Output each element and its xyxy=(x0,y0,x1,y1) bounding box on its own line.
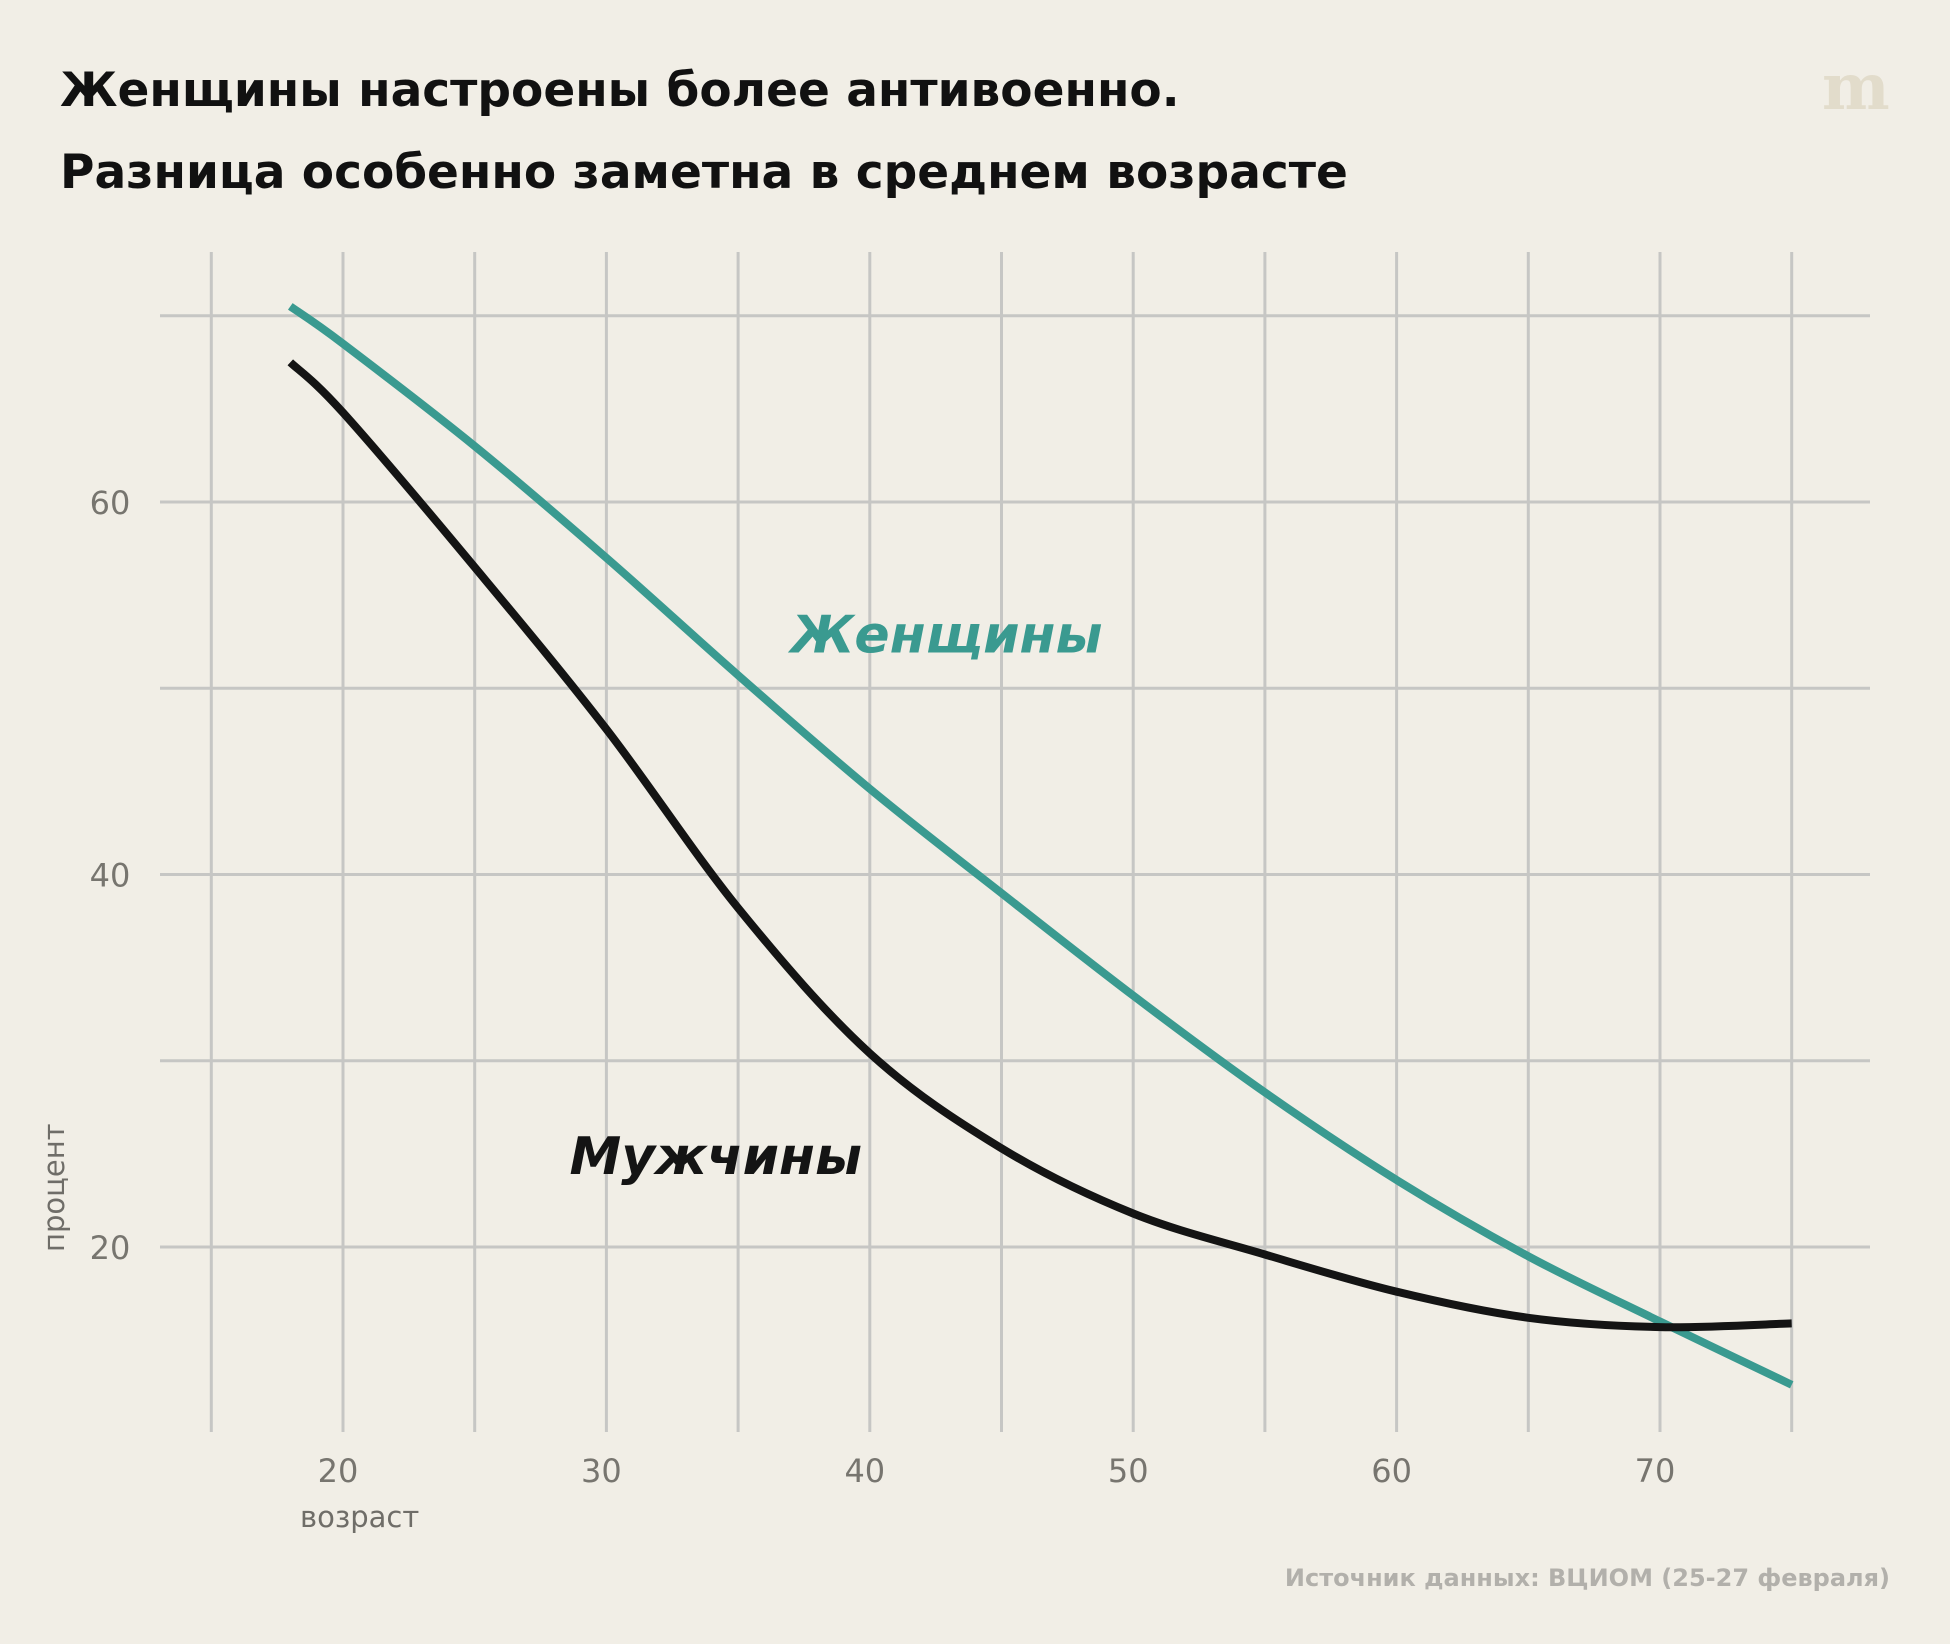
horizontal-gridlines xyxy=(160,314,1870,1249)
brand-logo: m xyxy=(1822,50,1890,125)
x-tick-label-30: 30 xyxy=(581,1452,622,1490)
y-axis-ticks: 20 40 60 xyxy=(90,484,131,1267)
y-tick-label-20: 20 xyxy=(90,1229,131,1267)
chart-title-line-1: Женщины настроены более антивоенно. xyxy=(60,63,1180,118)
x-tick-label-40: 40 xyxy=(844,1452,885,1490)
x-axis-ticks: 20 30 40 50 60 70 xyxy=(318,1452,1676,1490)
series-line-men xyxy=(287,359,1792,1332)
chart-title-line-2: Разница особенно заметна в среднем возра… xyxy=(60,145,1348,200)
series-label-men: Мужчины xyxy=(570,1127,862,1187)
chart-title: Женщины настроены более антивоенно. Разн… xyxy=(60,50,1348,214)
y-tick-label-40: 40 xyxy=(90,857,131,895)
data-source-note: Источник данных: ВЦИОМ (25-27 февраля) xyxy=(1284,1564,1890,1592)
series-lines xyxy=(287,303,1794,1389)
series-line-women xyxy=(287,303,1794,1389)
x-tick-label-60: 60 xyxy=(1371,1452,1412,1490)
y-axis-label: процент xyxy=(37,1123,71,1252)
x-axis-label: возраст xyxy=(300,1500,419,1534)
y-tick-label-60: 60 xyxy=(90,484,131,522)
x-tick-label-20: 20 xyxy=(318,1452,359,1490)
x-tick-label-50: 50 xyxy=(1108,1452,1149,1490)
x-tick-label-70: 70 xyxy=(1635,1452,1676,1490)
series-label-women: Женщины xyxy=(788,605,1103,665)
